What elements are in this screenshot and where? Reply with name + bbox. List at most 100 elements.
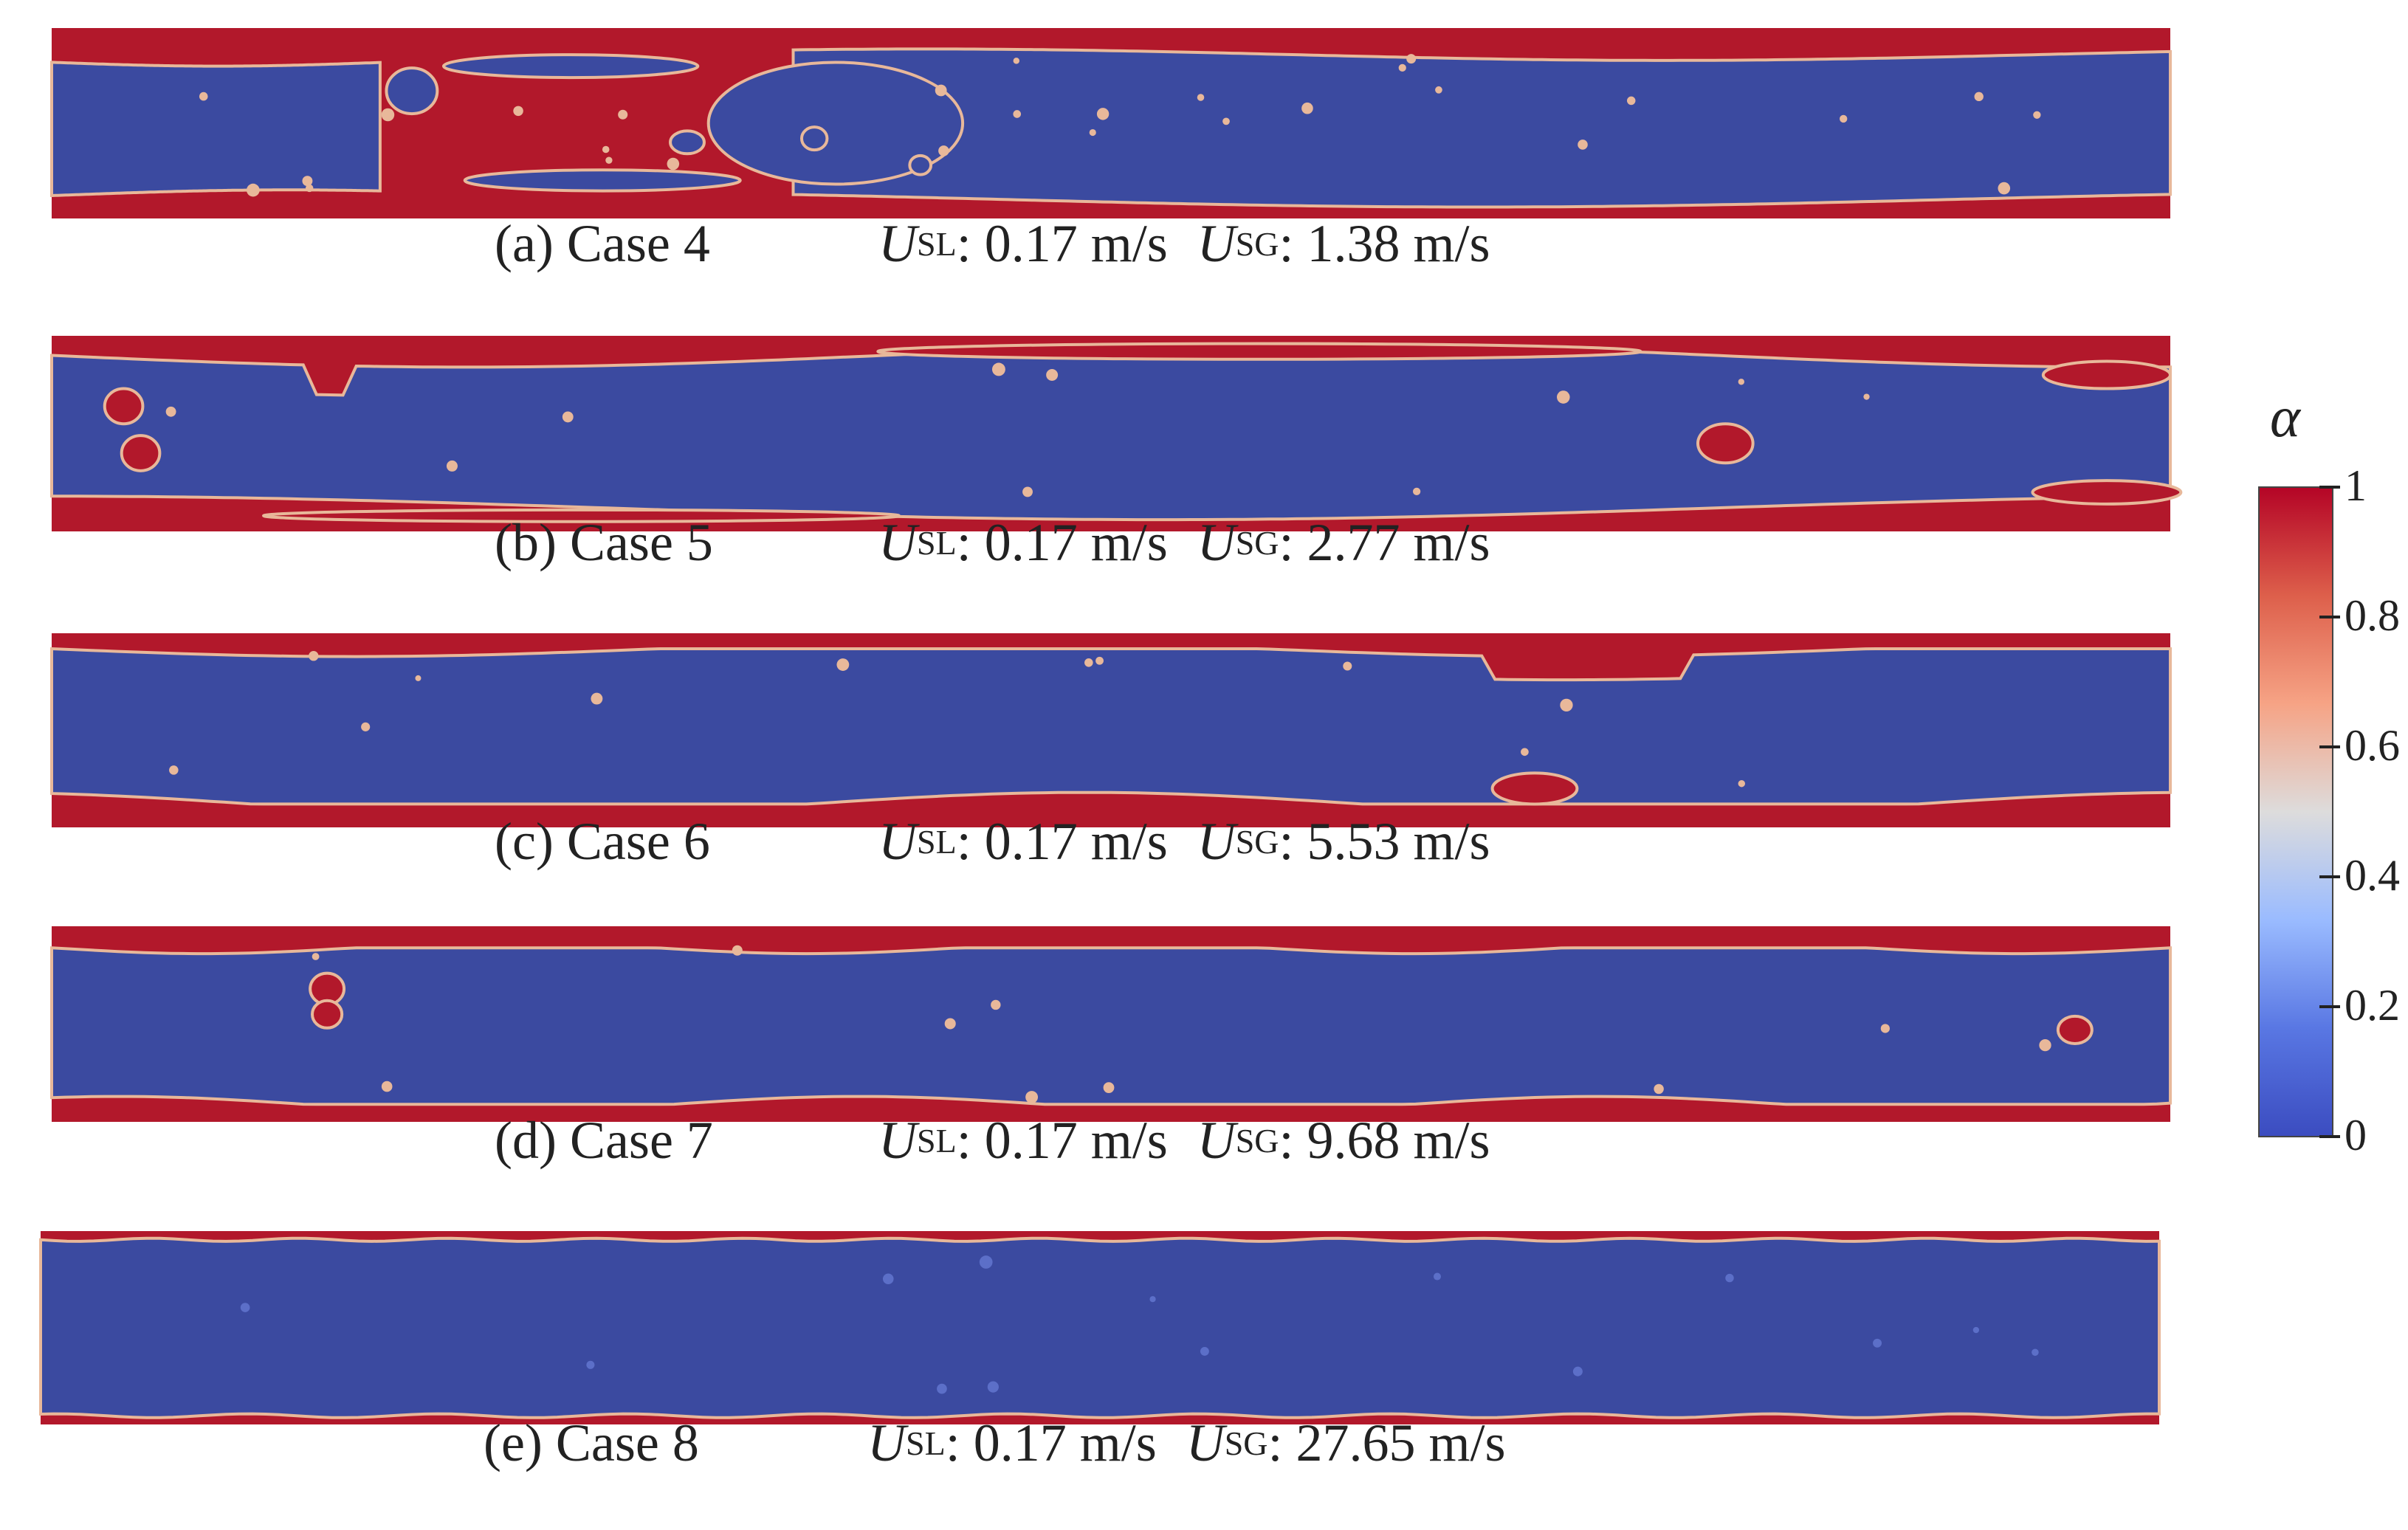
droplet bbox=[1972, 1326, 1980, 1334]
gas-core bbox=[50, 647, 2172, 806]
droplet bbox=[1873, 1338, 1882, 1348]
droplet bbox=[1557, 390, 1570, 404]
velocity-symbol: U bbox=[1197, 213, 1236, 273]
droplet bbox=[991, 362, 1005, 376]
case-label: (c) Case 6 bbox=[495, 811, 710, 871]
droplet bbox=[1046, 369, 1059, 381]
droplet bbox=[1089, 128, 1096, 137]
velocity-symbol: U bbox=[1197, 512, 1236, 572]
superficial-gas-velocity: : 5.53 m/s bbox=[1279, 811, 1490, 871]
droplet bbox=[987, 1381, 999, 1393]
colorbar: α 1 0.8 0.6 0.4 0.2 0 bbox=[2229, 384, 2407, 1196]
colorbar-title: α bbox=[2270, 385, 2300, 449]
velocity-symbol: U bbox=[878, 512, 917, 572]
panel-caption-2: (b) Case 5 U SL: 0.17 m/s U SG: 2.77 m/s bbox=[495, 502, 1490, 583]
velocity-subscript: SG bbox=[1235, 224, 1279, 263]
liquid-droplet bbox=[262, 508, 901, 523]
droplet bbox=[1725, 1273, 1734, 1283]
droplet bbox=[591, 692, 603, 705]
droplet bbox=[602, 145, 610, 154]
droplet bbox=[836, 658, 850, 671]
case-label: (e) Case 8 bbox=[484, 1413, 699, 1472]
gas-core bbox=[50, 61, 382, 198]
superficial-gas-velocity: : 1.38 m/s bbox=[1279, 213, 1490, 273]
droplet bbox=[935, 84, 947, 97]
flow-panel-5 bbox=[39, 1231, 2161, 1424]
droplet bbox=[1880, 1024, 1890, 1033]
gas-bubble bbox=[441, 53, 700, 80]
droplet bbox=[2032, 1348, 2039, 1357]
droplet bbox=[1197, 94, 1205, 101]
droplet bbox=[1840, 114, 1848, 123]
droplet bbox=[1022, 486, 1033, 497]
superficial-liquid-velocity: : 0.17 m/s bbox=[956, 512, 1168, 572]
liquid-droplet bbox=[1490, 771, 1579, 806]
droplet bbox=[1863, 393, 1870, 400]
droplet bbox=[1084, 658, 1093, 667]
droplet bbox=[1626, 96, 1636, 106]
superficial-gas-velocity: : 9.68 m/s bbox=[1279, 1110, 1490, 1170]
droplet bbox=[1560, 698, 1573, 712]
droplet bbox=[199, 92, 208, 101]
gas-bubble bbox=[799, 125, 829, 152]
droplet bbox=[1222, 117, 1230, 125]
droplet bbox=[937, 1383, 947, 1394]
droplet bbox=[1578, 139, 1588, 150]
velocity-symbol: U bbox=[1197, 1110, 1236, 1170]
droplet bbox=[169, 765, 179, 775]
velocity-subscript: SG bbox=[1235, 1121, 1279, 1159]
droplet bbox=[1412, 487, 1421, 496]
droplet bbox=[513, 106, 523, 117]
velocity-symbol: U bbox=[878, 213, 917, 273]
colorbar-tick-label: 0.4 bbox=[2345, 851, 2400, 900]
superficial-liquid-velocity: : 0.17 m/s bbox=[956, 1110, 1168, 1170]
droplet bbox=[415, 675, 422, 681]
velocity-symbol: U bbox=[1197, 811, 1236, 871]
flow-panel-3 bbox=[50, 633, 2172, 827]
velocity-symbol: U bbox=[867, 1413, 906, 1472]
droplet bbox=[2033, 111, 2041, 119]
velocity-subscript: SL bbox=[906, 1424, 946, 1462]
droplet bbox=[991, 999, 1001, 1010]
droplet bbox=[246, 183, 260, 197]
liquid-droplet bbox=[2031, 479, 2183, 506]
liquid-droplet bbox=[311, 999, 344, 1030]
droplet bbox=[1572, 1366, 1583, 1376]
superficial-gas-velocity: : 27.65 m/s bbox=[1267, 1413, 1506, 1472]
panel-caption-3: (c) Case 6 U SL: 0.17 m/s U SG: 5.53 m/s bbox=[495, 801, 1490, 882]
droplet bbox=[562, 411, 574, 423]
droplet bbox=[302, 176, 313, 187]
droplet bbox=[1738, 379, 1745, 385]
gas-bubble bbox=[908, 154, 933, 176]
velocity-subscript: SL bbox=[917, 822, 957, 861]
droplet bbox=[605, 156, 613, 164]
droplet bbox=[306, 184, 314, 193]
gas-bubble bbox=[463, 168, 742, 193]
panel-caption-4: (d) Case 7 U SL: 0.17 m/s U SG: 9.68 m/s bbox=[495, 1100, 1490, 1181]
flow-panel-2 bbox=[50, 336, 2183, 531]
liquid-droplet bbox=[876, 342, 1642, 361]
colorbar-gradient bbox=[2258, 486, 2340, 1138]
droplet bbox=[1654, 1083, 1664, 1095]
droplet bbox=[1998, 182, 2011, 195]
case-label: (a) Case 4 bbox=[495, 213, 710, 273]
droplet bbox=[882, 1273, 894, 1285]
superficial-liquid-velocity: : 0.17 m/s bbox=[945, 1413, 1157, 1472]
liquid-droplet bbox=[1696, 422, 1755, 465]
droplet bbox=[1103, 1082, 1115, 1094]
velocity-subscript: SL bbox=[917, 523, 957, 562]
superficial-liquid-velocity: : 0.17 m/s bbox=[956, 811, 1168, 871]
droplet bbox=[1013, 58, 1020, 64]
droplet bbox=[381, 108, 395, 122]
droplet bbox=[1149, 1296, 1156, 1303]
liquid-droplet bbox=[2056, 1014, 2094, 1045]
droplet bbox=[1738, 779, 1746, 788]
droplet bbox=[938, 145, 949, 156]
droplet bbox=[1974, 92, 1984, 102]
droplet bbox=[309, 651, 319, 661]
droplet bbox=[1406, 54, 1417, 64]
liquid-droplet bbox=[103, 387, 145, 426]
flow-panel-1 bbox=[50, 28, 2172, 218]
droplet bbox=[446, 460, 458, 472]
